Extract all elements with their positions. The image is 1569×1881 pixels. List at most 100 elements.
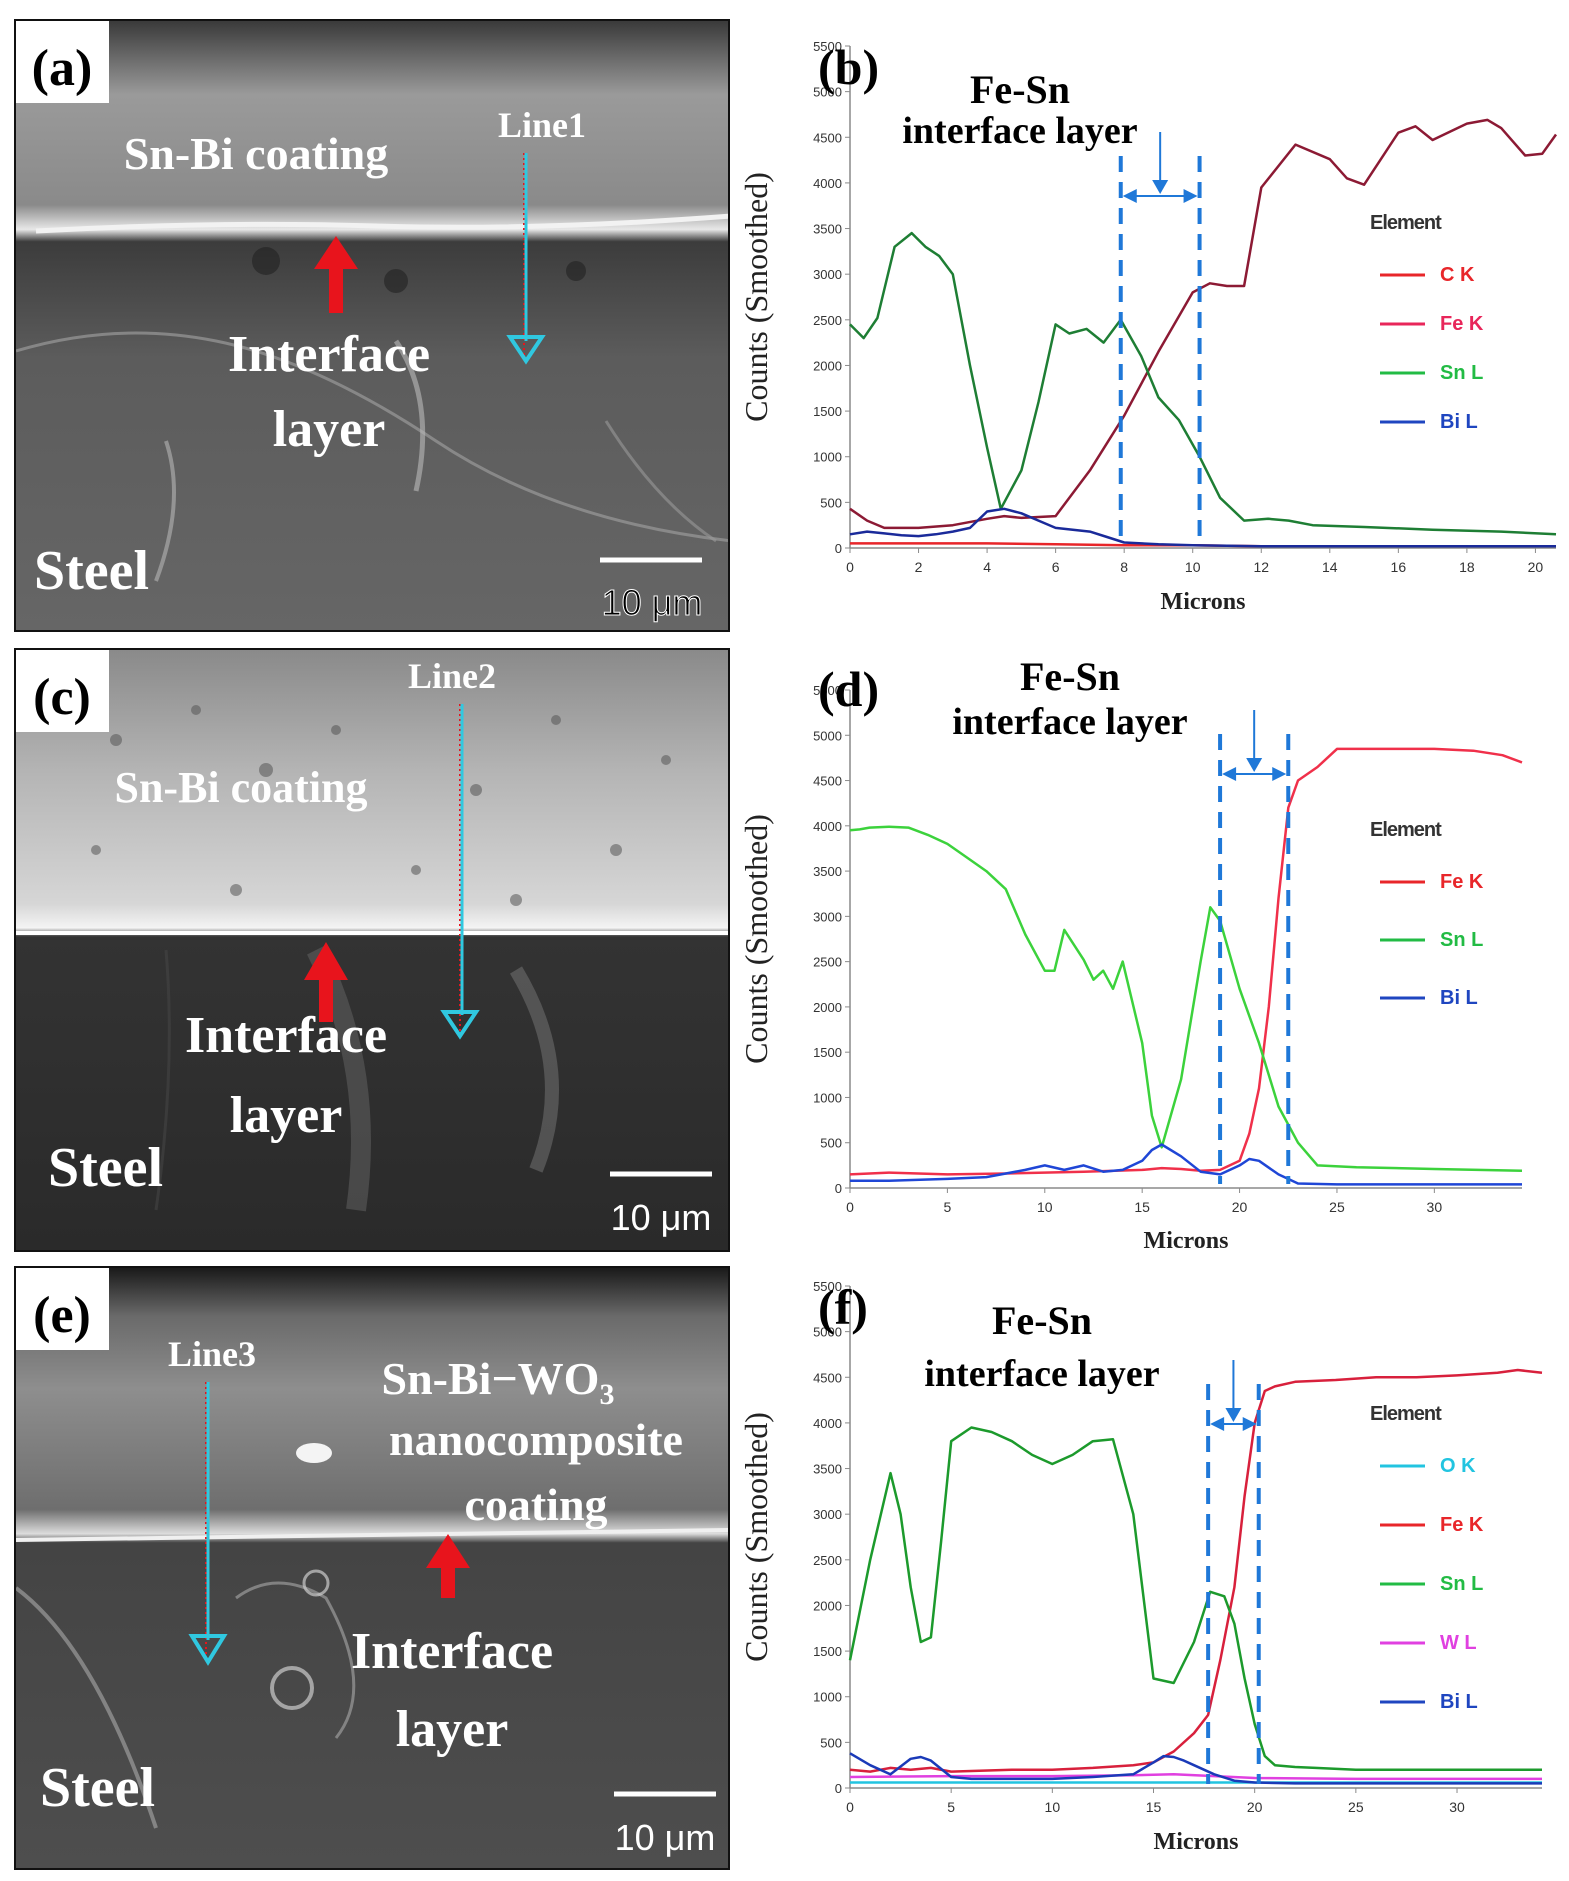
legend-label: Fe K bbox=[1440, 1514, 1484, 1536]
x-tick-label: 0 bbox=[846, 1799, 854, 1815]
y-tick-label: 5000 bbox=[813, 1325, 842, 1340]
sem-e-coating-label-1: Sn-Bi−WO3 bbox=[382, 1353, 615, 1411]
y-tick-label: 3000 bbox=[813, 1507, 842, 1522]
interface-annotation-line-1: Fe-Sn bbox=[970, 67, 1070, 112]
sem-c-interface-label-1: Interface bbox=[185, 1007, 387, 1064]
x-tick-label: 15 bbox=[1146, 1799, 1162, 1815]
interface-arrowhead-right bbox=[1183, 189, 1198, 203]
sem-c-interface-label-2: layer bbox=[230, 1087, 343, 1144]
sem-image-a-graphic: (a) Line1 Sn-Bi coating Interface layer … bbox=[16, 21, 728, 630]
sem-image-c: (c) Line2 Sn-Bi coating Interface layer … bbox=[14, 648, 730, 1252]
y-tick-label: 5500 bbox=[813, 1279, 842, 1294]
y-tick-label: 3500 bbox=[813, 1462, 842, 1477]
sem-a-interface-label-2: layer bbox=[273, 401, 386, 458]
y-tick-label: 1000 bbox=[813, 1090, 842, 1105]
sem-e-label-bg bbox=[16, 1268, 109, 1350]
y-tick-label: 1000 bbox=[813, 1690, 842, 1705]
chart-panel-label: (f) bbox=[818, 1279, 868, 1335]
sem-c-background bbox=[16, 650, 728, 1250]
y-tick-label: 3500 bbox=[813, 864, 842, 879]
x-tick-label: 15 bbox=[1134, 1199, 1150, 1215]
legend-label: Sn L bbox=[1440, 1573, 1483, 1595]
line-scan-chart-f-svg: 0 500 1000 1500 2000 2500 3000 3500 4000 4500 5000… bbox=[738, 1279, 1543, 1855]
sem-e-line-arrowhead bbox=[188, 1634, 228, 1666]
y-tick-label: 500 bbox=[820, 1735, 842, 1750]
sem-c-red-arrow bbox=[304, 942, 348, 1022]
sem-image-a: (a) Line1 Sn-Bi coating Interface layer … bbox=[14, 19, 730, 632]
legend-label: Bi L bbox=[1440, 987, 1478, 1009]
series-line-w-l bbox=[849, 1773, 1542, 1781]
y-tick-label: 0 bbox=[835, 1781, 842, 1796]
sem-e-line-label: Line3 bbox=[168, 1334, 256, 1374]
y-tick-label: 1500 bbox=[813, 1045, 842, 1060]
x-tick-label: 2 bbox=[915, 559, 923, 575]
y-tick-label: 2500 bbox=[813, 1553, 842, 1568]
legend-label: Bi L bbox=[1440, 411, 1478, 433]
y-tick-label: 4500 bbox=[813, 1370, 842, 1385]
sem-c-scale-label: 10 μm bbox=[611, 1197, 712, 1238]
legend-label: Sn L bbox=[1440, 362, 1483, 384]
x-tick-label: 30 bbox=[1449, 1799, 1465, 1815]
x-axis-label: Microns bbox=[1154, 1829, 1239, 1855]
y-tick-label: 3500 bbox=[813, 222, 842, 237]
x-tick-label: 10 bbox=[1037, 1199, 1053, 1215]
y-axis-label: Counts (Smoothed) bbox=[738, 814, 774, 1064]
series-line-bi-l bbox=[850, 1143, 1522, 1186]
legend-label: Fe K bbox=[1440, 313, 1484, 335]
series-line-bi-l bbox=[849, 1752, 1542, 1785]
interface-annotation-line-1: Fe-Sn bbox=[992, 1298, 1092, 1343]
series-line-fe-k bbox=[849, 118, 1558, 530]
sem-c-line-label: Line2 bbox=[408, 656, 496, 696]
legend-label: Fe K bbox=[1440, 871, 1484, 893]
x-tick-label: 20 bbox=[1528, 559, 1544, 575]
sem-e-coating-label-2: nanocomposite bbox=[389, 1414, 683, 1465]
y-tick-label: 5500 bbox=[813, 39, 842, 54]
legend-label: C K bbox=[1440, 264, 1475, 286]
interface-annotation-line-1: Fe-Sn bbox=[1020, 654, 1120, 699]
interface-arrowhead-right bbox=[1272, 767, 1287, 781]
x-tick-label: 4 bbox=[983, 559, 991, 575]
y-tick-label: 2000 bbox=[813, 1000, 842, 1015]
y-tick-label: 4000 bbox=[813, 176, 842, 191]
series-line-bi-l bbox=[849, 507, 1556, 548]
y-tick-label: 4000 bbox=[813, 1416, 842, 1431]
y-tick-label: 2000 bbox=[813, 1598, 842, 1613]
legend-label: Bi L bbox=[1440, 1691, 1478, 1713]
sem-a-interface-label-1: Interface bbox=[228, 326, 430, 383]
y-tick-label: 500 bbox=[820, 1136, 842, 1151]
legend-title: Element bbox=[1370, 819, 1442, 841]
series-line-sn-l bbox=[849, 825, 1523, 1173]
y-tick-label: 5000 bbox=[813, 85, 842, 100]
sem-e-interface-label-1: Interface bbox=[351, 1623, 553, 1680]
sem-e-coating-label-3: coating bbox=[464, 1479, 607, 1530]
x-tick-label: 6 bbox=[1052, 559, 1060, 575]
interface-pointer-head bbox=[1225, 1408, 1242, 1422]
x-axis-label: Microns bbox=[1144, 1228, 1229, 1252]
interface-annotation-line-2: interface layer bbox=[924, 1353, 1159, 1395]
sem-image-e: (e) Line3 Sn-Bi−WO3 nanocomposite coatin… bbox=[14, 1266, 730, 1870]
y-axis-label: Counts (Smoothed) bbox=[738, 172, 774, 422]
sem-a-interface-line bbox=[35, 213, 728, 234]
y-tick-label: 0 bbox=[835, 1181, 842, 1196]
sem-image-c-graphic: (c) Line2 Sn-Bi coating Interface layer … bbox=[16, 650, 728, 1250]
series-line-fe-k bbox=[849, 1368, 1543, 1773]
y-tick-label: 3000 bbox=[813, 267, 842, 282]
y-tick-label: 2500 bbox=[813, 955, 842, 970]
legend-label: O K bbox=[1440, 1455, 1476, 1477]
sem-c-substrate-label: Steel bbox=[48, 1137, 163, 1199]
line-scan-chart-b: 0 500 1000 1500 2000 2500 3000 3500 4000 4500 5000… bbox=[730, 19, 1569, 632]
x-tick-label: 8 bbox=[1120, 559, 1128, 575]
line-scan-chart-d-svg: 0 500 1000 1500 2000 2500 3000 3500 4000 4500 5000… bbox=[738, 654, 1523, 1252]
sem-e-panel-label: (e) bbox=[33, 1287, 91, 1344]
sem-a-line-arrowhead bbox=[506, 335, 546, 365]
series-line-sn-l bbox=[848, 1426, 1542, 1771]
y-tick-label: 5000 bbox=[813, 728, 842, 743]
sem-a-substrate-label: Steel bbox=[34, 540, 149, 602]
x-axis-label: Microns bbox=[1161, 589, 1246, 615]
x-tick-label: 20 bbox=[1232, 1199, 1248, 1215]
x-tick-label: 30 bbox=[1427, 1199, 1443, 1215]
sem-c-label-bg bbox=[16, 650, 109, 732]
sem-c-line-arrowhead bbox=[440, 1010, 480, 1040]
legend-label: W L bbox=[1440, 1632, 1477, 1654]
y-axis-label: Counts (Smoothed) bbox=[738, 1412, 774, 1662]
